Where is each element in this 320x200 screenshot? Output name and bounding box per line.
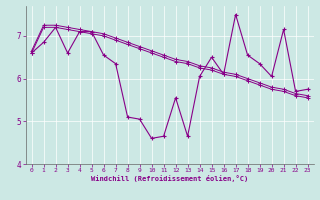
X-axis label: Windchill (Refroidissement éolien,°C): Windchill (Refroidissement éolien,°C)	[91, 175, 248, 182]
